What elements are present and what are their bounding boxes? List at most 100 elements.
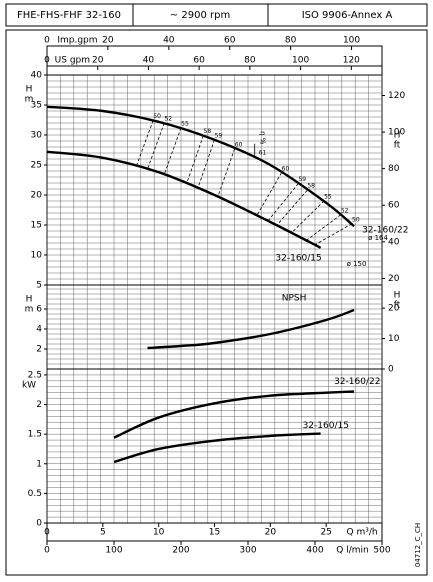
efficiency-line [217,148,235,197]
top-axis-tick-label: 0 [44,56,50,66]
y2-tick-label: 120 [388,91,405,101]
y-tick-label: 35 [31,101,42,111]
y2-tick-label: 100 [388,128,405,138]
header-frame [5,3,428,27]
top-axis-tick-label: 80 [244,56,256,66]
y-tick-label: 4 [36,325,42,335]
y-tick-label: 1 [36,459,42,469]
outer-frame [5,29,428,576]
header-model: FHE-FHS-FHF 32-160 [17,10,121,21]
x2-tick-label: 100 [105,546,122,556]
x-tick-label: 10 [153,528,165,538]
efficiency-line [276,189,308,226]
y-tick-label: 6 [36,305,42,315]
drawing-code: 04712_C_CH [414,523,422,567]
efficiency-label: 55 [181,120,189,127]
curve [46,150,322,249]
y-axis-unit: m [25,95,34,105]
efficiency-label: 59 [298,176,306,183]
header-standard: ISO 9906-Annex A [302,10,393,21]
efficiency-label: 60 [282,165,290,172]
top-axis-tick-label: 80 [285,36,297,46]
x-tick-label: 5 [100,528,106,538]
efficiency-line [147,122,165,170]
top-axis-label: Imp.gpm [57,36,97,46]
impeller-label: ø 150 [347,260,367,268]
x2-tick-label: 0 [44,546,50,556]
curve-label: 32-160/15 [303,421,349,431]
y-axis-unit: m [25,305,34,315]
y-tick-label: 25 [31,161,42,171]
y2-tick-label: 60 [388,201,400,211]
top-axis-tick-label: 40 [163,36,175,46]
top-axis-label: US gpm [55,56,90,66]
curve-label: 32-160/15 [275,253,321,263]
y-tick-label: 30 [31,131,43,141]
efficiency-line [305,214,341,241]
efficiency-line [135,120,154,167]
top-axis-tick-label: 120 [343,56,360,66]
efficiency-label: 50 [352,216,360,223]
x2-tick-label: 400 [306,546,323,556]
y2-tick-label: 40 [388,237,400,247]
efficiency-line [291,200,325,234]
efficiency-axis-label: η % [259,131,267,145]
y2-tick-label: 20 [388,274,400,284]
y2-axis-label: H [394,291,401,301]
top-axis-tick-label: 60 [193,56,205,66]
x-tick-label: 20 [265,528,277,538]
x-tick-label: 25 [320,528,331,538]
top-axis-tick-label: 40 [143,56,155,66]
header-speed: ~ 2900 rpm [170,10,230,21]
y2-tick-label: 80 [388,164,400,174]
y-tick-label: 15 [31,221,42,231]
y-tick-label: 2 [36,400,42,410]
efficiency-label: 58 [307,183,315,190]
curve [113,390,355,439]
y-tick-label: 40 [31,71,43,81]
top-axis-tick-label: 60 [224,36,236,46]
y-tick-label: 20 [31,191,43,201]
efficiency-label: 58 [204,128,212,135]
y-tick-label: 5 [36,281,42,291]
y2-axis-unit: ft [394,141,401,151]
y2-tick-label: 0 [388,365,394,375]
efficiency-line [314,223,353,246]
y-axis-label: H [26,295,33,305]
top-axis-tick-label: 20 [102,36,114,46]
x2-tick-label: 500 [373,546,390,556]
efficiency-label: 60 [235,141,243,148]
y-tick-label: 2.5 [28,370,42,380]
curve-label: 32-160/22 [334,377,380,387]
top-axis-tick-label: 0 [44,36,50,46]
x2-tick-label: 300 [239,546,256,556]
y2-tick-label: 10 [388,334,400,344]
y2-axis-unit: ft [394,301,401,311]
top-axis-tick-label: 20 [92,56,104,66]
curve [147,308,355,350]
efficiency-label: 50 [153,113,161,120]
y2-axis-label: H [394,131,401,141]
efficiency-line [197,139,215,189]
efficiency-line [163,127,182,175]
impeller-label: ø 164 [368,234,388,242]
efficiency-line [267,183,299,222]
efficiency-line [256,172,282,216]
y-tick-label: 2 [36,345,42,355]
curve-label: NPSH [282,294,307,304]
efficiency-label: 52 [341,207,349,214]
x2-tick-label: 200 [172,546,189,556]
y-axis-label: H [26,85,33,95]
y-tick-label: 0.5 [28,489,42,499]
y-tick-label: 1.5 [28,430,42,440]
x-tick-label: 0 [44,528,50,538]
x-tick-label: 15 [209,528,220,538]
efficiency-peak-label: 61 [259,149,267,156]
y2-tick-label: 20 [388,304,400,314]
y-tick-label: 0 [36,519,42,529]
x-axis-label: Q m³/h [347,528,378,538]
efficiency-label: 52 [164,116,172,123]
top-axis-tick-label: 100 [292,56,309,66]
curve-label: 32-160/22 [362,226,408,236]
